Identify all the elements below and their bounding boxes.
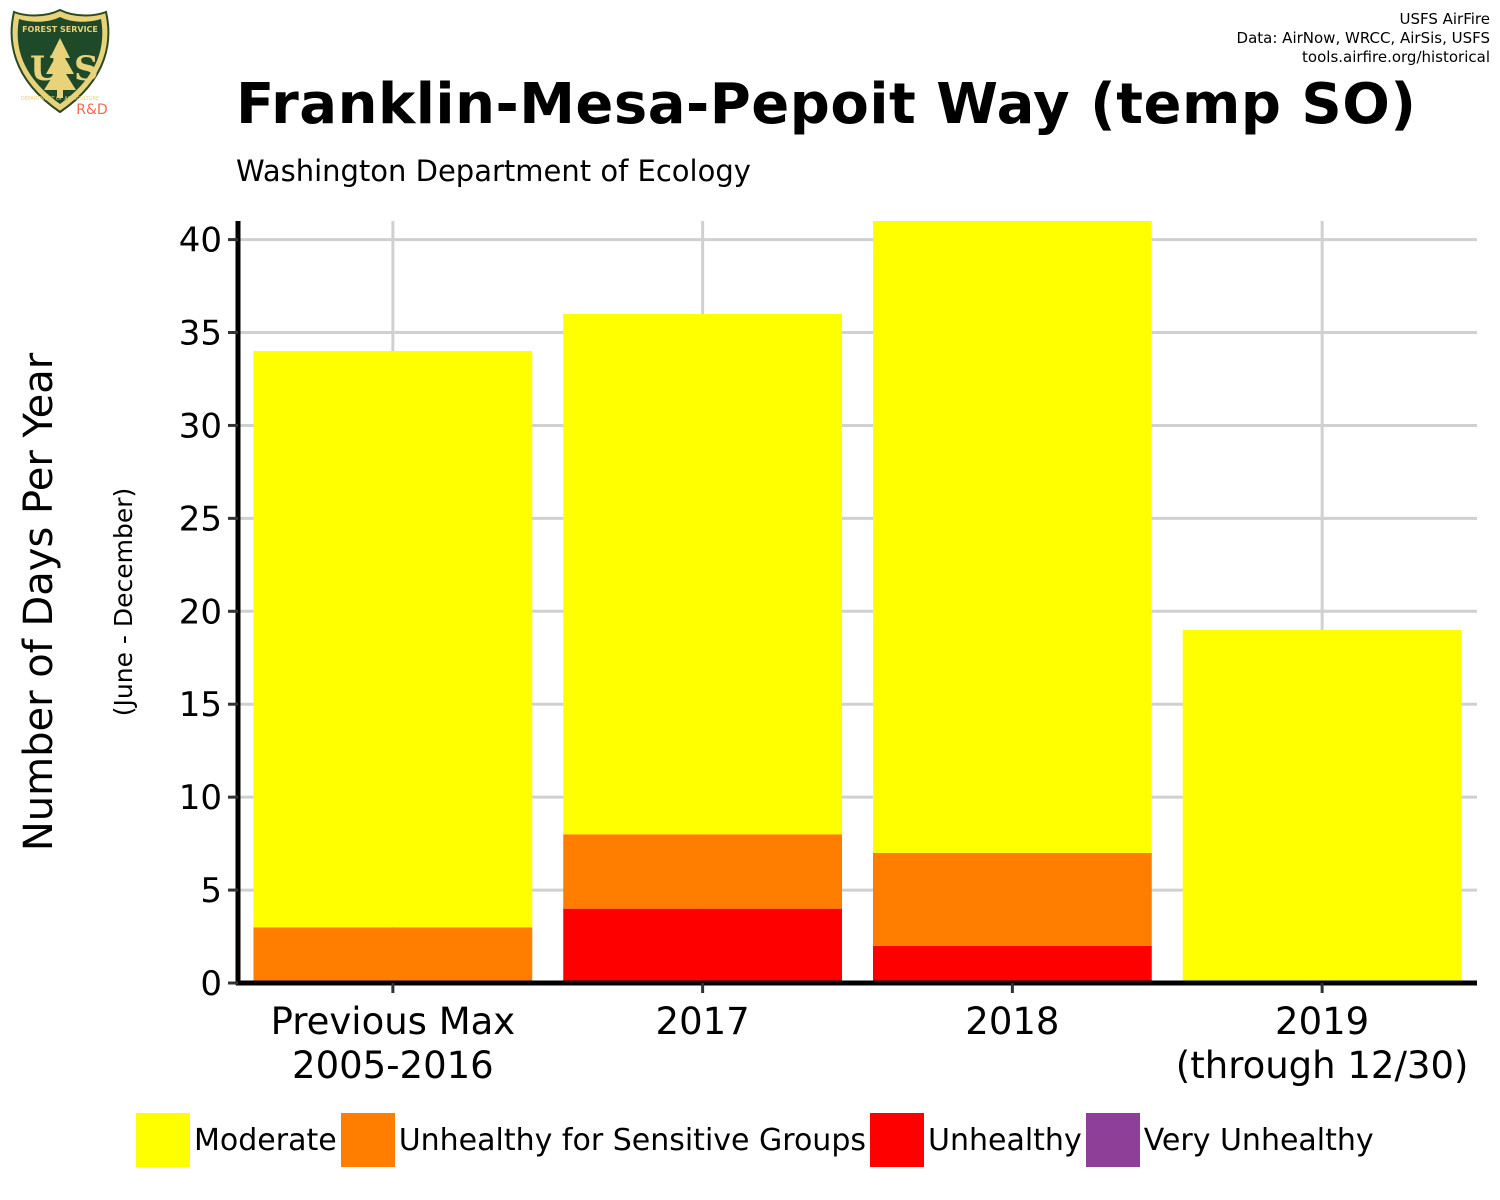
bar-segment (253, 351, 533, 928)
credit-line-3: tools.airfire.org/historical (1302, 48, 1490, 66)
chart-title: Franklin-Mesa-Pepoit Way (temp SO) (236, 72, 1417, 137)
bar-segment (563, 908, 843, 983)
y-axis-sublabel: (June - December) (109, 488, 138, 717)
credits: USFS AirFire Data: AirNow, WRCC, AirSis,… (1237, 10, 1490, 67)
y-tick-label: 20 (179, 592, 222, 632)
legend-swatch (340, 1113, 395, 1167)
y-tick-label: 30 (179, 406, 222, 446)
legend-item: Unhealthy for Sensitive Groups (340, 1113, 866, 1167)
x-tick-label: Previous Max (271, 1000, 516, 1043)
logo-top-text: FOREST SERVICE (22, 25, 98, 34)
x-tick-label: 2017 (656, 1000, 750, 1043)
y-tick-label: 35 (179, 314, 222, 354)
x-tick-label: 2019 (1275, 1000, 1369, 1043)
y-axis-label: Number of Days Per Year (16, 352, 62, 851)
legend-swatch (1085, 1113, 1140, 1167)
legend-label: Moderate (194, 1122, 337, 1158)
legend-item: Very Unhealthy (1085, 1113, 1374, 1167)
credit-line-1: USFS AirFire (1399, 10, 1490, 28)
credit-line-2: Data: AirNow, WRCC, AirSis, USFS (1236, 29, 1490, 47)
y-tick-label: 10 (179, 778, 222, 818)
legend-label: Unhealthy (928, 1122, 1082, 1158)
logo-letter-u: U (30, 49, 60, 89)
legend-item: Unhealthy (870, 1113, 1082, 1167)
x-tick-label: 2018 (965, 1000, 1059, 1043)
legend-item: Moderate (136, 1113, 337, 1167)
bars (253, 221, 1462, 983)
forest-service-shield-icon: U S FOREST SERVICE DEPARTMENT OF AGRICUL… (10, 8, 110, 118)
legend-label: Very Unhealthy (1143, 1122, 1374, 1158)
axes (228, 221, 1477, 993)
logo-letter-s: S (74, 49, 99, 89)
legend-swatch (870, 1113, 924, 1167)
bar-segment (872, 945, 1152, 983)
y-tick-label: 25 (179, 499, 222, 539)
bar-segment (872, 221, 1152, 853)
logo-bottom-text: DEPARTMENT OF AGRICULTURE (21, 96, 99, 102)
bar-segment (872, 852, 1152, 946)
bar-segment (563, 834, 843, 909)
legend: Moderate Unhealthy for Sensitive Groups Un… (136, 1112, 1378, 1168)
x-tick-label: (through 12/30) (1176, 1044, 1469, 1087)
bar-segment (563, 313, 843, 835)
x-tick-label: 2005-2016 (292, 1044, 494, 1087)
y-tick-labels: 0 5 10 15 20 25 30 35 40 (179, 221, 222, 1004)
legend-label: Unhealthy for Sensitive Groups (398, 1122, 866, 1158)
bar-segment (253, 927, 533, 983)
chart-subtitle: Washington Department of Ecology (236, 154, 751, 188)
y-tick-label: 15 (179, 685, 222, 725)
bar-segment (1182, 629, 1462, 983)
y-tick-label: 40 (179, 221, 222, 261)
legend-swatch (136, 1113, 190, 1167)
logo-badge: R&D (76, 102, 107, 118)
y-tick-label: 0 (200, 964, 222, 1004)
y-tick-label: 5 (200, 871, 222, 911)
